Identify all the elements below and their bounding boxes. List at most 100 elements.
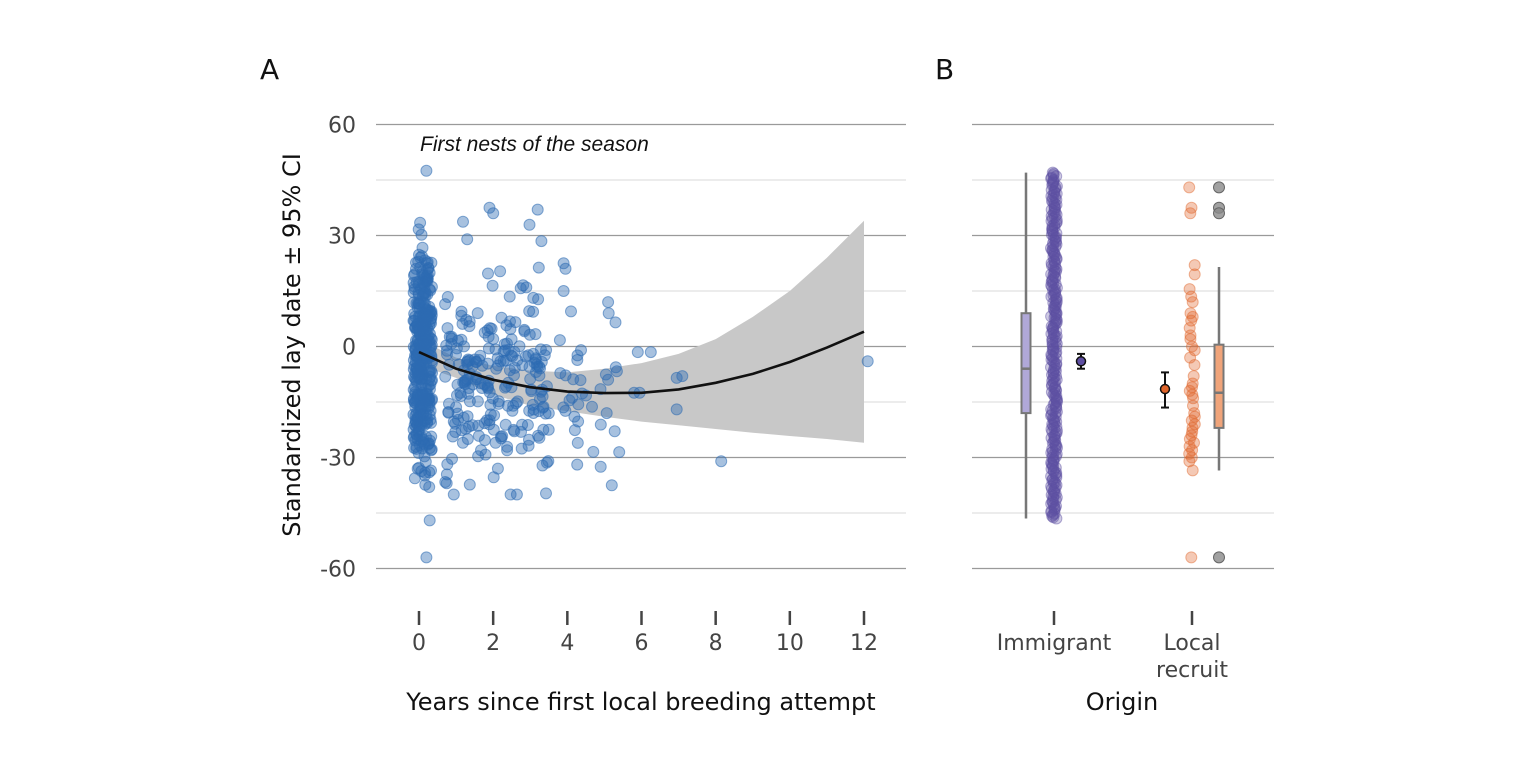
group-data-point	[1048, 205, 1061, 217]
group-data-point	[1049, 331, 1062, 344]
data-point	[424, 284, 437, 297]
x-tick-label: 10	[776, 631, 804, 656]
group-data-point	[1047, 449, 1059, 462]
group-data-point	[1049, 258, 1062, 271]
data-point	[486, 392, 499, 405]
group-data-point	[1049, 241, 1062, 253]
group-data-point	[1050, 231, 1062, 244]
group-data-point	[1046, 219, 1059, 232]
group-data-point	[1047, 363, 1060, 376]
data-point	[515, 442, 528, 455]
data-point	[407, 276, 420, 289]
data-point	[409, 372, 421, 385]
group-data-point	[1187, 370, 1200, 383]
group-data-point	[1186, 388, 1199, 401]
data-point	[423, 364, 436, 377]
group-data-point	[1046, 192, 1059, 205]
group-data-point	[1046, 350, 1058, 363]
data-point	[523, 404, 536, 417]
group-data-point	[1046, 226, 1059, 239]
group-data-point	[1049, 270, 1061, 283]
group-data-point	[1045, 348, 1058, 361]
group-data-point	[1046, 244, 1059, 257]
data-point	[461, 433, 474, 445]
group-data-point	[1050, 337, 1063, 350]
group-data-point	[1047, 260, 1060, 273]
group-data-point	[1183, 384, 1196, 397]
data-point	[568, 424, 581, 437]
group-data-point	[1049, 381, 1062, 394]
group-data-point	[1050, 238, 1063, 251]
group-data-point	[1050, 448, 1063, 461]
data-point	[447, 488, 460, 501]
data-point	[451, 389, 463, 402]
data-point	[538, 349, 551, 362]
group-data-point	[1050, 252, 1063, 265]
mean-point	[1159, 383, 1171, 395]
group-data-point	[1047, 284, 1060, 297]
data-point	[563, 394, 576, 407]
panel-a-data-points	[407, 164, 874, 564]
data-point	[455, 333, 468, 346]
data-point	[553, 334, 566, 347]
group-data-point	[1047, 246, 1060, 258]
data-point	[594, 460, 607, 473]
data-point	[481, 357, 494, 370]
group-data-point	[1047, 498, 1060, 511]
data-point	[487, 207, 500, 220]
data-point	[501, 444, 514, 457]
group-data-point	[1050, 357, 1063, 370]
group-data-point	[1050, 216, 1063, 229]
data-point	[457, 215, 469, 228]
group-data-point	[1047, 367, 1060, 380]
group-data-point	[1047, 237, 1059, 250]
data-point	[423, 399, 436, 412]
group-data-point	[1049, 407, 1062, 420]
data-point	[462, 387, 475, 400]
group-data-point	[1045, 386, 1058, 399]
data-point	[608, 425, 621, 438]
group-data-point	[1049, 201, 1062, 214]
group-data-point	[1048, 267, 1061, 279]
group-data-point	[1049, 206, 1062, 219]
group-data-point	[1184, 333, 1197, 346]
group-data-point	[1049, 401, 1062, 413]
group-data-point	[1047, 355, 1059, 368]
group-data-point	[1050, 198, 1063, 211]
group-data-point	[1048, 429, 1061, 442]
data-point	[458, 376, 471, 389]
group-data-point	[1047, 169, 1060, 182]
group-data-point	[1188, 359, 1201, 371]
group-data-point	[1046, 166, 1059, 179]
data-point	[494, 430, 507, 443]
group-data-point	[1047, 303, 1060, 315]
data-point	[522, 439, 535, 452]
group-data-point	[1047, 477, 1060, 490]
panel-b-x-axis-title: Origin	[1086, 688, 1159, 716]
group-data-point	[1050, 330, 1063, 343]
group-data-point	[1045, 275, 1058, 288]
group-data-point	[1049, 317, 1062, 330]
group-data-point	[1047, 511, 1060, 524]
y-tick-label: -30	[320, 447, 356, 472]
group-data-point	[1047, 453, 1060, 465]
data-point	[408, 472, 421, 485]
group-data-point	[1183, 283, 1196, 296]
group-data-point	[1049, 335, 1062, 348]
group-data-point	[1049, 211, 1061, 224]
data-point	[412, 324, 425, 337]
group-data-point	[1045, 409, 1058, 422]
data-point	[418, 438, 431, 451]
data-point	[422, 334, 435, 347]
data-point	[439, 370, 452, 383]
x-tick-label: 2	[486, 631, 500, 656]
group-data-point	[1050, 227, 1063, 240]
data-point	[409, 321, 422, 334]
group-data-point	[1045, 353, 1058, 366]
group-data-point	[1185, 451, 1198, 464]
group-data-point	[1050, 281, 1063, 294]
group-data-point	[1045, 242, 1057, 255]
group-data-point	[1050, 491, 1063, 504]
group-data-point	[1047, 419, 1060, 432]
